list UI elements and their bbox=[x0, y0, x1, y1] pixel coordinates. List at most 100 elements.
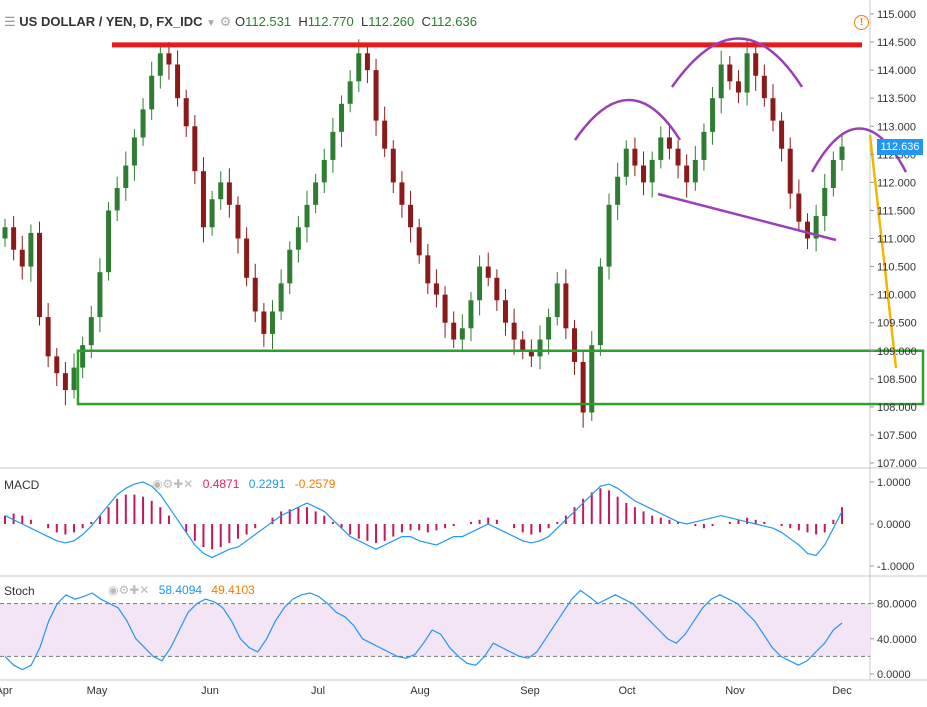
candle-body bbox=[597, 266, 603, 346]
candle-body bbox=[701, 131, 707, 160]
stoch-value-2: 49.4103 bbox=[211, 583, 255, 597]
macd-tick-label: -1.0000 bbox=[877, 561, 914, 573]
candle-body bbox=[796, 193, 802, 222]
candle-body bbox=[347, 81, 353, 104]
candle-body bbox=[589, 345, 595, 413]
close-value: 112.636 bbox=[430, 14, 477, 29]
candle-body bbox=[511, 322, 517, 340]
candle-body bbox=[200, 171, 206, 228]
time-axis[interactable]: Apr May Jun Jul Aug Sep Oct Nov Dec bbox=[0, 685, 852, 697]
candle-body bbox=[295, 227, 301, 250]
candle-body bbox=[822, 187, 828, 217]
time-tick-label: Jul bbox=[311, 685, 325, 697]
candle-body bbox=[804, 221, 810, 239]
stoch-tools-icon[interactable]: ◉⚙✚✕ bbox=[108, 583, 150, 597]
price-tick-label: 113.500 bbox=[877, 93, 916, 105]
candle-body bbox=[252, 277, 258, 312]
candle-body bbox=[580, 361, 586, 413]
candle-body bbox=[459, 328, 465, 340]
price-tick-label: 114.500 bbox=[877, 37, 916, 49]
candle-body bbox=[287, 249, 293, 284]
price-tick-label: 107.000 bbox=[877, 458, 917, 470]
candle-body bbox=[485, 266, 491, 278]
candle-body bbox=[684, 165, 690, 183]
stoch-label: Stoch bbox=[4, 584, 35, 598]
candle-body bbox=[149, 75, 155, 110]
head-arc bbox=[670, 37, 804, 88]
support-zone bbox=[76, 349, 925, 406]
candle-body bbox=[166, 53, 172, 65]
candle-body bbox=[502, 300, 508, 323]
candle-body bbox=[175, 64, 181, 99]
price-tick-label: 110.500 bbox=[877, 262, 916, 274]
candle-body bbox=[787, 148, 793, 194]
candle-body bbox=[313, 182, 319, 205]
candle-body bbox=[494, 277, 500, 301]
menu-icon[interactable]: ☰ bbox=[4, 14, 16, 29]
chevron-down-icon[interactable]: ▼ bbox=[206, 18, 217, 29]
candle-body bbox=[226, 182, 232, 205]
candle-body bbox=[606, 204, 612, 267]
candle-body bbox=[572, 328, 578, 362]
macd-tick-label: 1.0000 bbox=[877, 477, 911, 489]
candle-body bbox=[278, 283, 284, 312]
candle-body bbox=[718, 64, 724, 99]
macd-value-3: -0.2579 bbox=[294, 477, 336, 491]
candle-body bbox=[710, 98, 716, 132]
macd-value-1: 0.4871 bbox=[202, 477, 240, 491]
low-label: L bbox=[361, 14, 369, 29]
candle-body bbox=[45, 317, 51, 357]
candle-body bbox=[520, 339, 526, 351]
close-label: C bbox=[421, 14, 431, 29]
candle-body bbox=[779, 120, 785, 149]
candle-body bbox=[235, 204, 241, 239]
candle-body bbox=[839, 146, 845, 160]
candle-body bbox=[71, 367, 77, 391]
candle-body bbox=[114, 187, 120, 211]
alert-icon[interactable]: ! bbox=[854, 15, 869, 30]
candle-body bbox=[554, 283, 560, 318]
price-tick-label: 108.000 bbox=[877, 402, 917, 414]
candle-body bbox=[11, 227, 17, 250]
candle-body bbox=[528, 350, 534, 357]
price-tick-label: 112.000 bbox=[877, 177, 916, 189]
candle-body bbox=[468, 300, 474, 329]
candle-body bbox=[675, 148, 681, 166]
time-tick-label: Aug bbox=[410, 685, 430, 697]
candle-body bbox=[304, 204, 310, 228]
stoch-band bbox=[0, 603, 870, 657]
macd-values: ◉⚙✚✕ 0.4871 0.2291 -0.2579 bbox=[152, 477, 335, 491]
macd-label: MACD bbox=[4, 478, 40, 492]
projection-line bbox=[868, 134, 898, 369]
candle-body bbox=[433, 283, 439, 295]
price-tick-label: 111.000 bbox=[877, 234, 915, 246]
price-tick-label: 108.500 bbox=[877, 374, 917, 386]
price-tick-label: 109.500 bbox=[877, 318, 917, 330]
candle-body bbox=[19, 249, 25, 267]
candle-body bbox=[416, 227, 422, 256]
price-axis[interactable]: 115.000114.500114.000113.500113.000112.5… bbox=[870, 9, 917, 470]
time-tick-label: Dec bbox=[832, 685, 852, 697]
candle-body bbox=[735, 81, 741, 93]
candle-body bbox=[269, 311, 275, 334]
price-tick-label: 111.500 bbox=[877, 205, 915, 217]
candle-body bbox=[37, 232, 43, 318]
candle-body bbox=[442, 294, 448, 323]
candle-body bbox=[244, 238, 250, 278]
candle-body bbox=[692, 159, 698, 183]
macd-value-2: 0.2291 bbox=[248, 477, 286, 491]
candle-body bbox=[364, 53, 370, 71]
stoch-tick-label: 80.0000 bbox=[877, 599, 917, 611]
candle-body bbox=[537, 339, 543, 357]
time-tick-label: Apr bbox=[0, 685, 13, 697]
settings-icon[interactable]: ⚙ bbox=[219, 14, 232, 29]
open-label: O bbox=[234, 14, 246, 29]
symbol-title[interactable]: US DOLLAR / YEN, D, FX_IDC bbox=[19, 14, 203, 29]
time-tick-label: Oct bbox=[618, 685, 635, 697]
candle-body bbox=[477, 266, 483, 301]
macd-legend: MACD bbox=[4, 478, 39, 492]
eye-icon[interactable]: ◉⚙✚✕ bbox=[152, 477, 194, 491]
candle-body bbox=[649, 159, 655, 183]
